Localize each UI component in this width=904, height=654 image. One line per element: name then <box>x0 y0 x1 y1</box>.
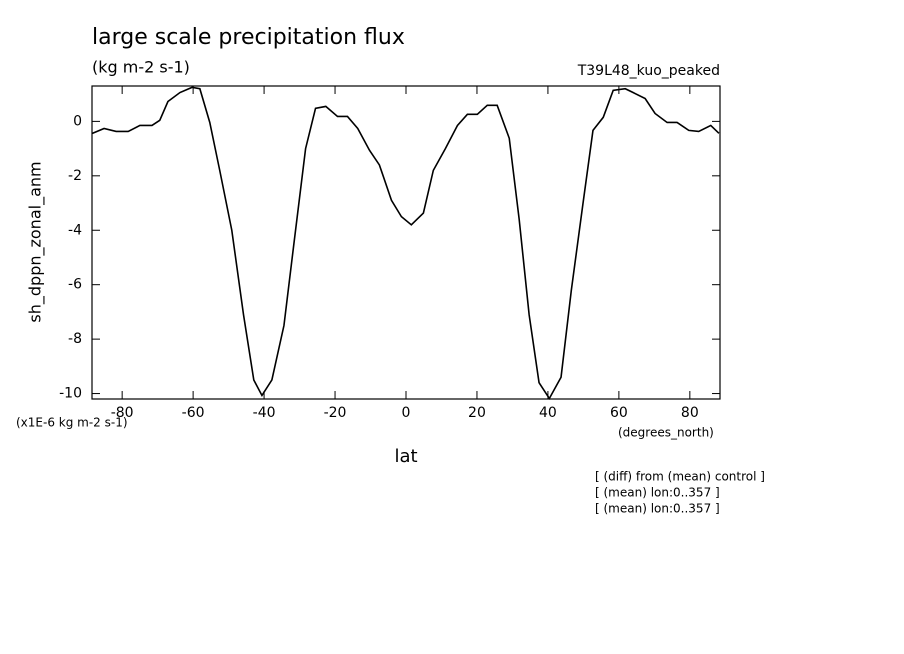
x-tick-label: 20 <box>468 405 486 421</box>
plot-frame <box>91 85 721 400</box>
y-tick-label: -2 <box>68 168 82 184</box>
note: [ (mean) lon:0..357 ] <box>595 486 720 500</box>
note: [ (mean) lon:0..357 ] <box>595 502 720 516</box>
x-tick-label: -80 <box>111 405 134 421</box>
x-tick-label: -20 <box>324 405 347 421</box>
x-axis-label: lat <box>394 446 417 467</box>
x-tick-label: 80 <box>681 405 699 421</box>
y-scale-note: (x1E-6 kg m-2 s-1) <box>16 416 128 430</box>
x-tick-label: 60 <box>610 405 628 421</box>
y-tick-label: -8 <box>68 331 82 347</box>
y-tick-label: -10 <box>59 386 82 402</box>
x-tick-label: -60 <box>182 405 205 421</box>
y-tick-label: -4 <box>68 222 82 238</box>
y-tick-label: 0 <box>73 113 82 129</box>
run-label: T39L48_kuo_peaked <box>577 63 720 79</box>
chart-title: large scale precipitation flux <box>92 25 405 50</box>
data-line <box>92 86 720 401</box>
x-tick-label: 0 <box>402 405 411 421</box>
y-tick-label: -6 <box>68 277 82 293</box>
y-axis-label: sh_dppn_zonal_anm <box>26 161 46 322</box>
x-units: (degrees_north) <box>618 426 714 440</box>
x-tick-label: -40 <box>253 405 276 421</box>
x-tick-label: 40 <box>539 405 557 421</box>
note: [ (diff) from (mean) control ] <box>595 470 765 484</box>
units-subtitle: (kg m-2 s-1) <box>92 58 190 77</box>
